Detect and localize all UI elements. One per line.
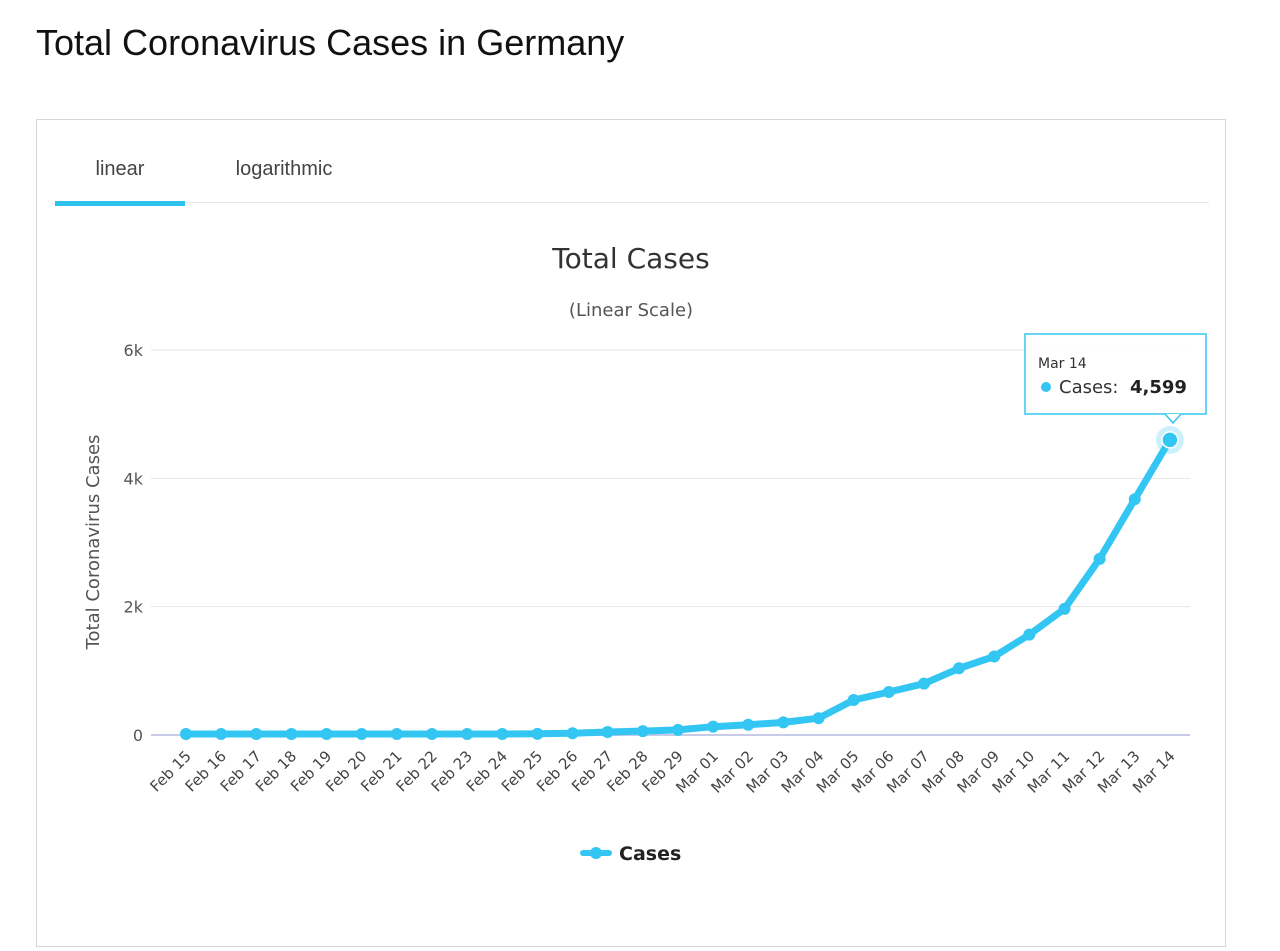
data-point[interactable] (601, 726, 614, 739)
data-point[interactable] (566, 727, 579, 740)
data-point[interactable] (671, 723, 684, 736)
data-point[interactable] (1161, 431, 1179, 449)
data-point[interactable] (215, 727, 228, 740)
legend[interactable]: Cases (580, 843, 681, 865)
data-point[interactable] (390, 727, 403, 740)
tooltip-pointer-mask (1164, 410, 1182, 413)
y-tick-label: 2k (124, 598, 144, 617)
tooltip-value: 4,599 (1130, 377, 1187, 398)
y-tick-label: 0 (133, 726, 143, 745)
y-axis-label: Total Coronavirus Cases (83, 435, 104, 651)
data-point[interactable] (917, 677, 930, 690)
legend-label: Cases (619, 843, 681, 865)
data-point[interactable] (882, 686, 895, 699)
data-point[interactable] (496, 727, 509, 740)
data-point[interactable] (1128, 493, 1141, 506)
tooltip-box (1024, 333, 1207, 415)
data-point[interactable] (1093, 552, 1106, 565)
data-point[interactable] (812, 712, 825, 725)
data-point[interactable] (320, 727, 333, 740)
data-point[interactable] (707, 720, 720, 733)
scale-tabs: linear logarithmic (55, 148, 1209, 206)
data-point[interactable] (250, 727, 263, 740)
chart-title: Total Cases (551, 242, 709, 275)
data-point[interactable] (425, 727, 438, 740)
chart-subtitle: (Linear Scale) (569, 300, 693, 321)
page-title: Total Coronavirus Cases in Germany (36, 22, 625, 63)
legend-marker (590, 847, 602, 859)
data-point[interactable] (742, 718, 755, 731)
tooltip: Mar 14 Cases: 4,599 (1024, 333, 1207, 425)
y-tick-label: 4k (124, 469, 144, 488)
data-point[interactable] (1023, 628, 1036, 641)
y-axis-ticks: 0 2k 4k 6k (124, 341, 144, 745)
tooltip-series-dot (1041, 382, 1051, 392)
data-point[interactable] (531, 727, 544, 740)
y-tick-label: 6k (124, 341, 144, 360)
data-point[interactable] (1058, 602, 1071, 615)
chart-svg: Total Cases (Linear Scale) Total Coronav… (83, 242, 1207, 865)
data-point[interactable] (180, 727, 192, 740)
data-point[interactable] (461, 727, 474, 740)
data-point[interactable] (285, 727, 298, 740)
data-point[interactable] (847, 694, 860, 707)
tooltip-pointer (1164, 413, 1182, 425)
data-point[interactable] (636, 725, 649, 738)
data-point[interactable] (953, 662, 966, 675)
series-line-cases (182, 436, 1174, 738)
data-point[interactable] (988, 650, 1001, 663)
tooltip-series-label: Cases: (1059, 377, 1119, 398)
data-point[interactable] (777, 716, 790, 729)
chart-card: linear logarithmic Total Cases (Linear S… (36, 119, 1226, 947)
series-layer (180, 425, 1184, 740)
tooltip-date: Mar 14 (1038, 356, 1087, 372)
data-point[interactable] (355, 727, 368, 740)
tab-linear[interactable]: linear (55, 148, 185, 206)
tab-logarithmic[interactable]: logarithmic (235, 158, 333, 180)
